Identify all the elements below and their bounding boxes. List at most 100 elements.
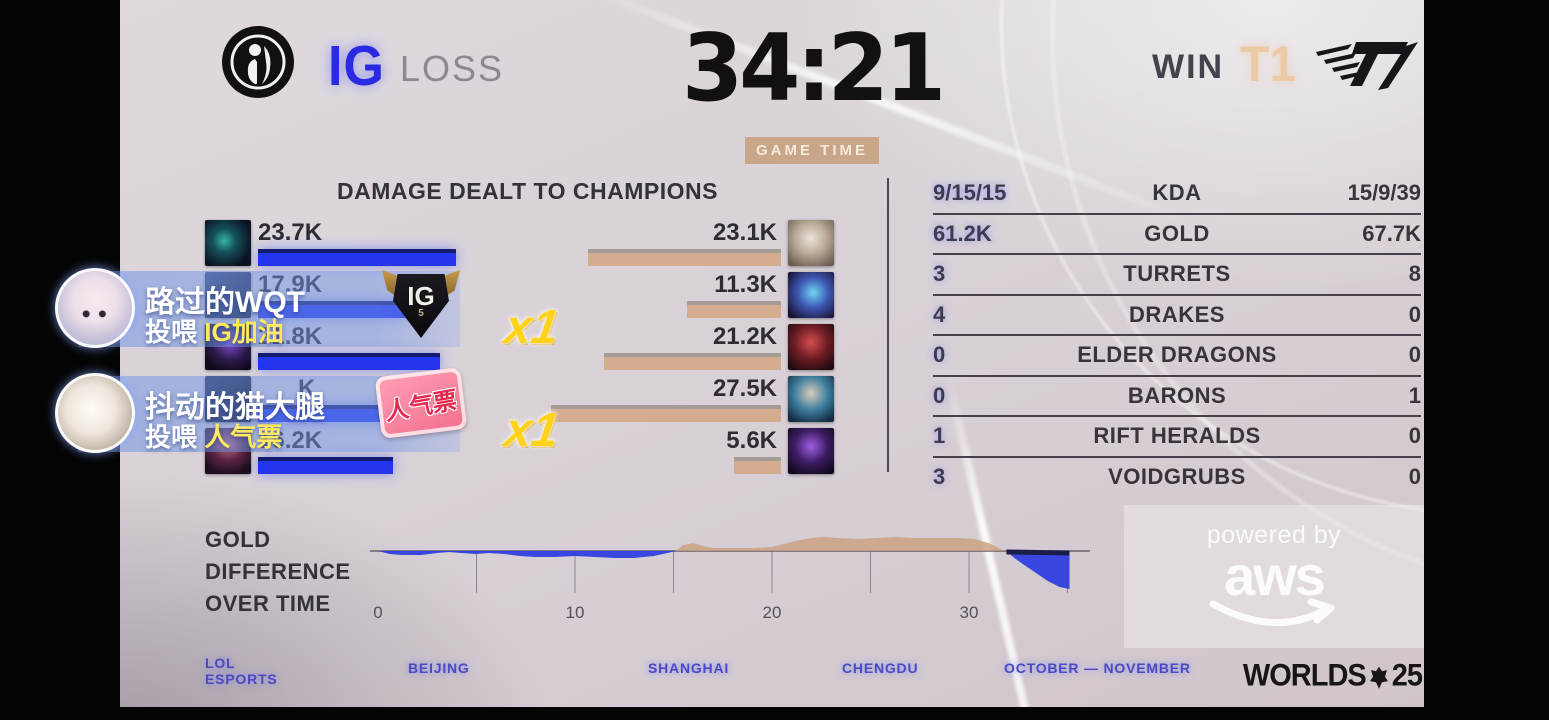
x-tick-label: 30 — [959, 603, 979, 622]
damage-bar — [686, 301, 781, 318]
postgame-screen: IG LOSS 34:21 GAME TIME WIN T1 DAMAGE DE… — [120, 0, 1424, 707]
crest-text: IG — [407, 281, 435, 311]
gift-action: 投喂 — [145, 317, 198, 347]
sponsor-panel: powered by aws — [1124, 505, 1424, 648]
damage-value: 11.3K — [714, 271, 777, 298]
stat-label: GOLD — [1144, 220, 1210, 246]
stat-value-ig: 3 — [933, 261, 946, 287]
gift-multiplier: x1 — [501, 404, 563, 457]
stat-value-ig: 0 — [933, 382, 946, 408]
x-tick-label: 20 — [762, 603, 782, 622]
worlds-25-logo: WORLDS 25 — [1240, 658, 1423, 694]
chat-avatar[interactable] — [55, 268, 135, 348]
worlds-year: 25 — [1391, 658, 1423, 694]
stat-value-t1: 0 — [1408, 423, 1421, 449]
table-row: 1 RIFT HERALDS 0 — [933, 417, 1421, 458]
damage-row: 23.7K — [205, 220, 505, 272]
game-clock: 34:21 — [681, 14, 946, 123]
stat-value-t1: 1 — [1408, 382, 1421, 408]
damage-section-title: DAMAGE DEALT TO CHAMPIONS — [337, 178, 718, 204]
stat-value-t1: 0 — [1408, 301, 1421, 327]
chat-username: 路过的WQT — [145, 286, 305, 319]
ticket-text: 人气票 — [384, 386, 458, 426]
damage-row: 27.5K — [540, 376, 834, 428]
powered-by-text: powered by — [1206, 521, 1342, 549]
team-right-result: WIN — [1152, 48, 1225, 86]
footer-dates: OCTOBER — NOVEMBER — [1004, 660, 1191, 676]
gift-name: IG加油 — [204, 317, 284, 347]
damage-value: 23.7K — [258, 219, 323, 246]
damage-bar — [258, 249, 457, 266]
damage-row: 23.1K — [540, 220, 834, 272]
worlds-crest-icon — [1369, 666, 1388, 689]
stat-label: VOIDGRUBS — [1108, 463, 1246, 489]
stat-value-ig: 3 — [933, 463, 946, 489]
worlds-wordmark: WORLDS — [1242, 658, 1367, 694]
champion-portrait-icon — [788, 324, 834, 370]
aws-smile-icon — [1209, 598, 1335, 627]
footer-city: BEIJING — [408, 660, 470, 676]
damage-bar — [258, 457, 394, 474]
stat-value-t1: 8 — [1408, 261, 1421, 287]
footer-city: SHANGHAI — [648, 660, 730, 676]
champion-portrait-icon — [788, 272, 834, 318]
table-row: 0 BARONS 1 — [933, 377, 1421, 417]
section-divider — [887, 178, 889, 472]
damage-value: 21.2K — [712, 323, 777, 350]
chat-avatar[interactable] — [55, 373, 135, 453]
table-row: 3 VOIDGRUBS 0 — [933, 458, 1421, 497]
stat-label: ELDER DRAGONS — [1077, 342, 1277, 368]
damage-value: 27.5K — [712, 375, 777, 402]
footer-lol-esports: LOL ESPORTS — [205, 655, 278, 687]
champion-portrait-icon — [788, 376, 834, 422]
damage-bar — [734, 457, 781, 474]
stat-label: RIFT HERALDS — [1093, 423, 1261, 449]
damage-bar — [603, 353, 781, 370]
popularity-ticket-badge-icon: 人气票 — [374, 366, 468, 440]
damage-list-t1: 23.1K 11.3K 21.2K 27.5K 5.6K — [540, 220, 834, 480]
champion-portrait-icon — [788, 220, 834, 266]
stat-label: DRAKES — [1129, 301, 1225, 327]
table-row: 3 TURRETS 8 — [933, 255, 1421, 296]
champion-portrait-icon — [788, 428, 834, 474]
ig-team-logo-icon — [224, 28, 292, 96]
stat-label: KDA — [1152, 180, 1202, 206]
stat-value-ig: 4 — [933, 301, 946, 327]
match-stats-table: 9/15/15 KDA 15/9/39 61.2K GOLD 67.7K 3 T… — [933, 174, 1421, 496]
chat-username: 抖动的猫大腿 — [145, 391, 325, 424]
x-tick-label: 0 — [373, 603, 383, 622]
team-left-name: IG — [328, 35, 385, 98]
footer-city: CHENGDU — [842, 660, 919, 676]
damage-value: 5.6K — [726, 427, 777, 454]
stat-value-ig: 1 — [933, 423, 946, 449]
stat-value-t1: 0 — [1408, 463, 1421, 489]
chat-gift-line: 投喂 人气票 — [145, 417, 282, 454]
gift-action: 投喂 — [145, 422, 198, 452]
damage-row: 21.2K — [540, 324, 834, 376]
damage-value: 23.1K — [712, 219, 777, 246]
damage-row: 11.3K — [540, 272, 834, 324]
damage-bar — [258, 353, 441, 370]
game-time-label: GAME TIME — [745, 137, 879, 164]
table-row: 61.2K GOLD 67.7K — [933, 215, 1421, 255]
stat-value-ig: 61.2K — [933, 220, 992, 246]
x-tick-label: 10 — [565, 603, 585, 622]
crest-sub: 5 — [418, 308, 424, 319]
stat-value-ig: 9/15/15 — [933, 180, 1007, 206]
stat-value-ig: 0 — [933, 342, 946, 368]
chat-gift-line: 投喂 IG加油 — [145, 312, 284, 349]
team-left-result: LOSS — [400, 48, 505, 89]
stat-value-t1: 0 — [1408, 342, 1421, 368]
table-row: 0 ELDER DRAGONS 0 — [933, 336, 1421, 377]
gift-name: 人气票 — [204, 422, 283, 452]
table-row: 9/15/15 KDA 15/9/39 — [933, 174, 1421, 215]
team-right-name: T1 — [1240, 37, 1297, 93]
damage-bar — [551, 405, 781, 422]
gold-diff-label: GOLD DIFFERENCE OVER TIME — [205, 527, 351, 616]
stat-value-t1: 67.7K — [1362, 220, 1421, 246]
ig-crest-badge-icon: IG 5 — [382, 266, 460, 348]
stat-label: BARONS — [1127, 382, 1227, 408]
damage-bar — [587, 249, 781, 266]
t1-team-logo-icon — [1312, 34, 1422, 101]
